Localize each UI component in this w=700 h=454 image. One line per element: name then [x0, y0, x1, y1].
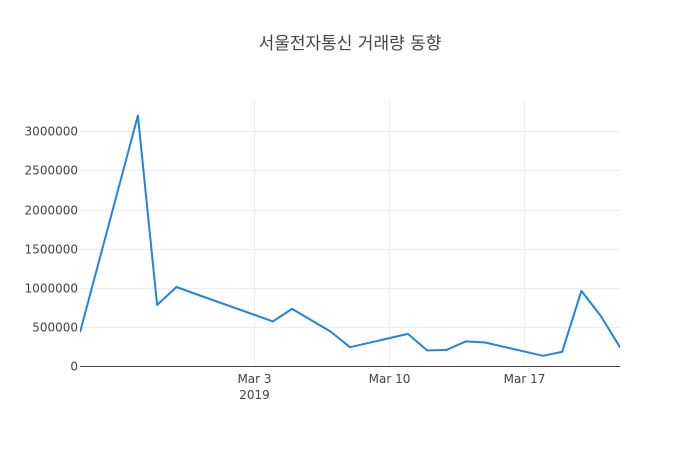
x-tick-label: Mar 10 [369, 372, 411, 386]
y-tick-label: 1500000 [25, 243, 78, 257]
y-gridlines [80, 131, 620, 328]
y-tick-label: 3000000 [25, 125, 78, 139]
x-tick-labels: Mar 3 2019 Mar 10 Mar 17 [237, 372, 545, 402]
x-tick-label: Mar 3 [237, 372, 271, 386]
series-line [80, 114, 620, 357]
y-tick-label: 2500000 [25, 164, 78, 178]
y-tick-label: 1000000 [25, 282, 78, 296]
y-tick-label: 2000000 [25, 204, 78, 218]
chart-title: 서울전자통신 거래량 동향 [259, 34, 442, 54]
x-gridlines [254, 100, 525, 366]
x-tick-sublabel: 2019 [239, 388, 270, 402]
series-group [80, 114, 620, 357]
x-tick-label: Mar 17 [504, 372, 546, 386]
y-tick-label: 500000 [32, 321, 78, 335]
y-tick-labels: 0 500000 1000000 1500000 2000000 2500000 30000… [25, 125, 78, 374]
y-tick-label: 0 [70, 360, 78, 374]
